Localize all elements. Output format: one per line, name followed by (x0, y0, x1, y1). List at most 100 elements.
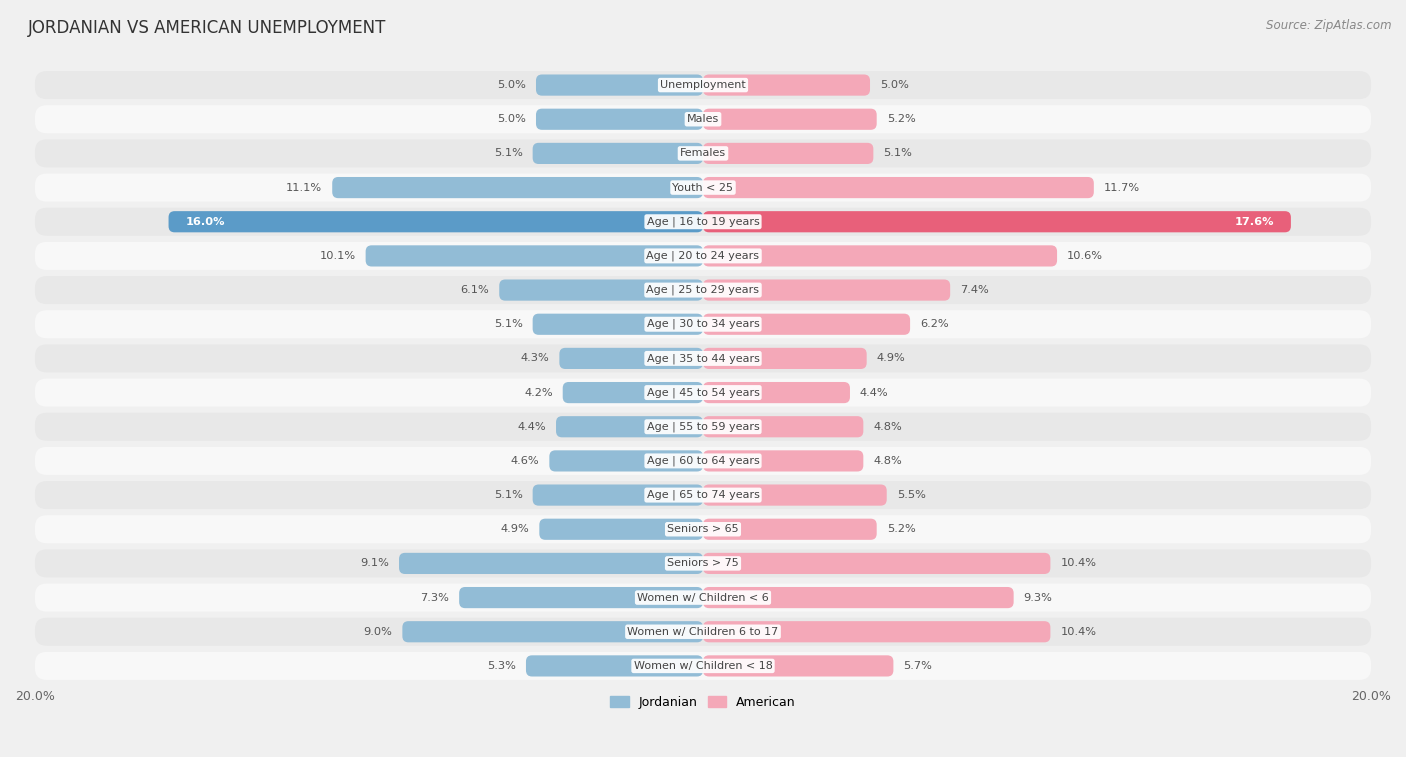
Text: JORDANIAN VS AMERICAN UNEMPLOYMENT: JORDANIAN VS AMERICAN UNEMPLOYMENT (28, 19, 387, 37)
FancyBboxPatch shape (35, 516, 1371, 544)
Text: 9.3%: 9.3% (1024, 593, 1053, 603)
FancyBboxPatch shape (526, 656, 703, 677)
FancyBboxPatch shape (460, 587, 703, 608)
FancyBboxPatch shape (35, 618, 1371, 646)
Text: Age | 65 to 74 years: Age | 65 to 74 years (647, 490, 759, 500)
FancyBboxPatch shape (703, 553, 1050, 574)
Text: Age | 45 to 54 years: Age | 45 to 54 years (647, 388, 759, 398)
Text: 7.3%: 7.3% (420, 593, 449, 603)
FancyBboxPatch shape (703, 656, 893, 677)
FancyBboxPatch shape (35, 105, 1371, 133)
FancyBboxPatch shape (703, 313, 910, 335)
Text: Age | 30 to 34 years: Age | 30 to 34 years (647, 319, 759, 329)
FancyBboxPatch shape (35, 139, 1371, 167)
FancyBboxPatch shape (703, 143, 873, 164)
Text: 5.0%: 5.0% (498, 80, 526, 90)
Text: Age | 25 to 29 years: Age | 25 to 29 years (647, 285, 759, 295)
Text: 16.0%: 16.0% (186, 217, 225, 227)
Text: Seniors > 75: Seniors > 75 (666, 559, 740, 569)
Text: 5.3%: 5.3% (486, 661, 516, 671)
FancyBboxPatch shape (536, 109, 703, 130)
Text: 6.1%: 6.1% (461, 285, 489, 295)
Text: 9.0%: 9.0% (364, 627, 392, 637)
Text: 4.4%: 4.4% (517, 422, 546, 431)
Text: 11.1%: 11.1% (285, 182, 322, 192)
FancyBboxPatch shape (703, 450, 863, 472)
FancyBboxPatch shape (366, 245, 703, 266)
Text: 4.6%: 4.6% (510, 456, 540, 466)
Text: 11.7%: 11.7% (1104, 182, 1140, 192)
FancyBboxPatch shape (35, 378, 1371, 407)
Text: 5.1%: 5.1% (494, 148, 523, 158)
Text: 5.7%: 5.7% (904, 661, 932, 671)
FancyBboxPatch shape (550, 450, 703, 472)
FancyBboxPatch shape (703, 245, 1057, 266)
Text: 9.1%: 9.1% (360, 559, 389, 569)
FancyBboxPatch shape (703, 279, 950, 301)
Text: Females: Females (681, 148, 725, 158)
FancyBboxPatch shape (703, 621, 1050, 643)
Text: Women w/ Children < 6: Women w/ Children < 6 (637, 593, 769, 603)
FancyBboxPatch shape (332, 177, 703, 198)
FancyBboxPatch shape (560, 347, 703, 369)
Text: 5.0%: 5.0% (498, 114, 526, 124)
Legend: Jordanian, American: Jordanian, American (605, 690, 801, 714)
FancyBboxPatch shape (703, 416, 863, 438)
Text: Women w/ Children < 18: Women w/ Children < 18 (634, 661, 772, 671)
FancyBboxPatch shape (35, 276, 1371, 304)
FancyBboxPatch shape (703, 382, 851, 403)
FancyBboxPatch shape (533, 143, 703, 164)
FancyBboxPatch shape (35, 207, 1371, 235)
Text: 5.5%: 5.5% (897, 490, 925, 500)
FancyBboxPatch shape (703, 109, 877, 130)
Text: 4.2%: 4.2% (524, 388, 553, 397)
FancyBboxPatch shape (555, 416, 703, 438)
FancyBboxPatch shape (703, 484, 887, 506)
Text: 5.1%: 5.1% (883, 148, 912, 158)
FancyBboxPatch shape (35, 550, 1371, 578)
FancyBboxPatch shape (35, 584, 1371, 612)
Text: 5.2%: 5.2% (887, 114, 915, 124)
FancyBboxPatch shape (402, 621, 703, 643)
Text: 10.4%: 10.4% (1060, 627, 1097, 637)
FancyBboxPatch shape (533, 484, 703, 506)
FancyBboxPatch shape (562, 382, 703, 403)
Text: Age | 20 to 24 years: Age | 20 to 24 years (647, 251, 759, 261)
FancyBboxPatch shape (703, 347, 866, 369)
Text: 4.3%: 4.3% (520, 354, 550, 363)
FancyBboxPatch shape (536, 74, 703, 95)
FancyBboxPatch shape (35, 344, 1371, 372)
FancyBboxPatch shape (399, 553, 703, 574)
Text: Age | 16 to 19 years: Age | 16 to 19 years (647, 217, 759, 227)
Text: 10.1%: 10.1% (319, 251, 356, 261)
Text: 4.8%: 4.8% (873, 456, 903, 466)
Text: 10.4%: 10.4% (1060, 559, 1097, 569)
Text: 4.9%: 4.9% (877, 354, 905, 363)
FancyBboxPatch shape (35, 447, 1371, 475)
Text: Age | 55 to 59 years: Age | 55 to 59 years (647, 422, 759, 432)
Text: 5.1%: 5.1% (494, 490, 523, 500)
Text: 17.6%: 17.6% (1234, 217, 1274, 227)
FancyBboxPatch shape (703, 587, 1014, 608)
FancyBboxPatch shape (703, 74, 870, 95)
Text: 4.9%: 4.9% (501, 525, 529, 534)
Text: 5.1%: 5.1% (494, 319, 523, 329)
FancyBboxPatch shape (499, 279, 703, 301)
FancyBboxPatch shape (703, 211, 1291, 232)
Text: Age | 60 to 64 years: Age | 60 to 64 years (647, 456, 759, 466)
Text: Source: ZipAtlas.com: Source: ZipAtlas.com (1267, 19, 1392, 32)
Text: 5.0%: 5.0% (880, 80, 908, 90)
FancyBboxPatch shape (35, 242, 1371, 270)
Text: Youth < 25: Youth < 25 (672, 182, 734, 192)
Text: 10.6%: 10.6% (1067, 251, 1104, 261)
Text: Unemployment: Unemployment (661, 80, 745, 90)
FancyBboxPatch shape (35, 173, 1371, 201)
FancyBboxPatch shape (533, 313, 703, 335)
Text: Women w/ Children 6 to 17: Women w/ Children 6 to 17 (627, 627, 779, 637)
FancyBboxPatch shape (169, 211, 703, 232)
FancyBboxPatch shape (35, 652, 1371, 680)
FancyBboxPatch shape (703, 177, 1094, 198)
FancyBboxPatch shape (35, 413, 1371, 441)
FancyBboxPatch shape (540, 519, 703, 540)
Text: Age | 35 to 44 years: Age | 35 to 44 years (647, 354, 759, 363)
